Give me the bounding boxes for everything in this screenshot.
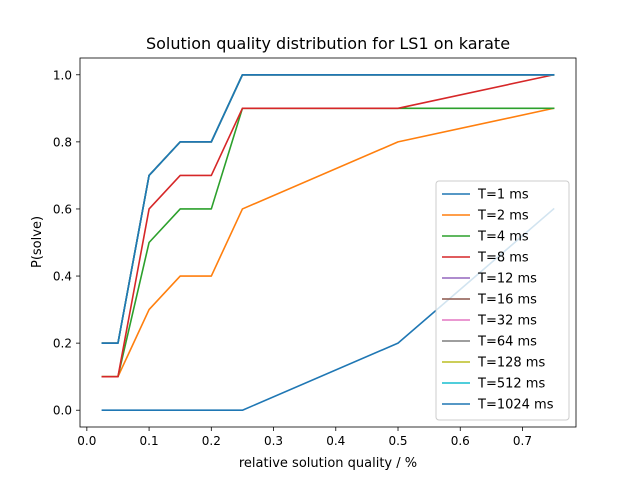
x-tick-label: 0.6 bbox=[451, 434, 470, 448]
x-tick-label: 0.4 bbox=[326, 434, 345, 448]
y-tick-label: 0.6 bbox=[53, 202, 72, 216]
plot-border bbox=[79, 57, 577, 428]
legend-label: T=8 ms bbox=[477, 251, 529, 266]
y-axis: 0.0 0.2 0.4 0.6 0.8 1.0 bbox=[53, 68, 80, 418]
x-tick-label: 0.7 bbox=[513, 434, 532, 448]
legend-label: T=1 ms bbox=[477, 188, 529, 203]
y-tick-label: 1.0 bbox=[53, 68, 72, 82]
y-axis-label: P(solve) bbox=[30, 216, 45, 268]
y-tick-label: 0.8 bbox=[53, 135, 72, 149]
legend-box bbox=[435, 180, 570, 421]
x-tick-label: 0.3 bbox=[264, 434, 283, 448]
x-tick-label: 0.5 bbox=[388, 434, 407, 448]
y-tick-label: 0.0 bbox=[53, 404, 72, 418]
x-axis-label: relative solution quality / % bbox=[239, 456, 417, 471]
legend-label: T=12 ms bbox=[477, 272, 537, 287]
legend: T=1 ms T=2 ms T=4 ms T=8 ms T=12 ms T=16 ms T=… bbox=[435, 180, 570, 421]
legend-label: T=512 ms bbox=[477, 377, 545, 392]
chart-title: Solution quality distribution for LS1 on… bbox=[146, 34, 510, 53]
y-tick-label: 0.4 bbox=[53, 270, 72, 284]
series-layer bbox=[101, 73, 555, 412]
legend-label: T=128 ms bbox=[477, 356, 545, 371]
series-line-0 bbox=[101, 207, 555, 412]
legend-label: T=64 ms bbox=[477, 335, 537, 350]
series-line-10 bbox=[101, 73, 555, 344]
series-line-3 bbox=[101, 73, 555, 378]
x-tick-label: 0.1 bbox=[140, 434, 159, 448]
legend-label: T=32 ms bbox=[477, 314, 537, 329]
legend-label: T=16 ms bbox=[477, 293, 537, 308]
x-tick-label: 0.2 bbox=[202, 434, 221, 448]
series-line-1 bbox=[101, 107, 555, 378]
y-tick-label: 0.2 bbox=[53, 337, 72, 351]
legend-label: T=2 ms bbox=[477, 209, 529, 224]
legend-label: T=4 ms bbox=[477, 230, 529, 245]
legend-label: T=1024 ms bbox=[477, 398, 554, 413]
x-axis: 0.0 0.1 0.2 0.3 0.4 0.5 0.6 0.7 bbox=[77, 427, 532, 448]
x-tick-label: 0.0 bbox=[77, 434, 96, 448]
